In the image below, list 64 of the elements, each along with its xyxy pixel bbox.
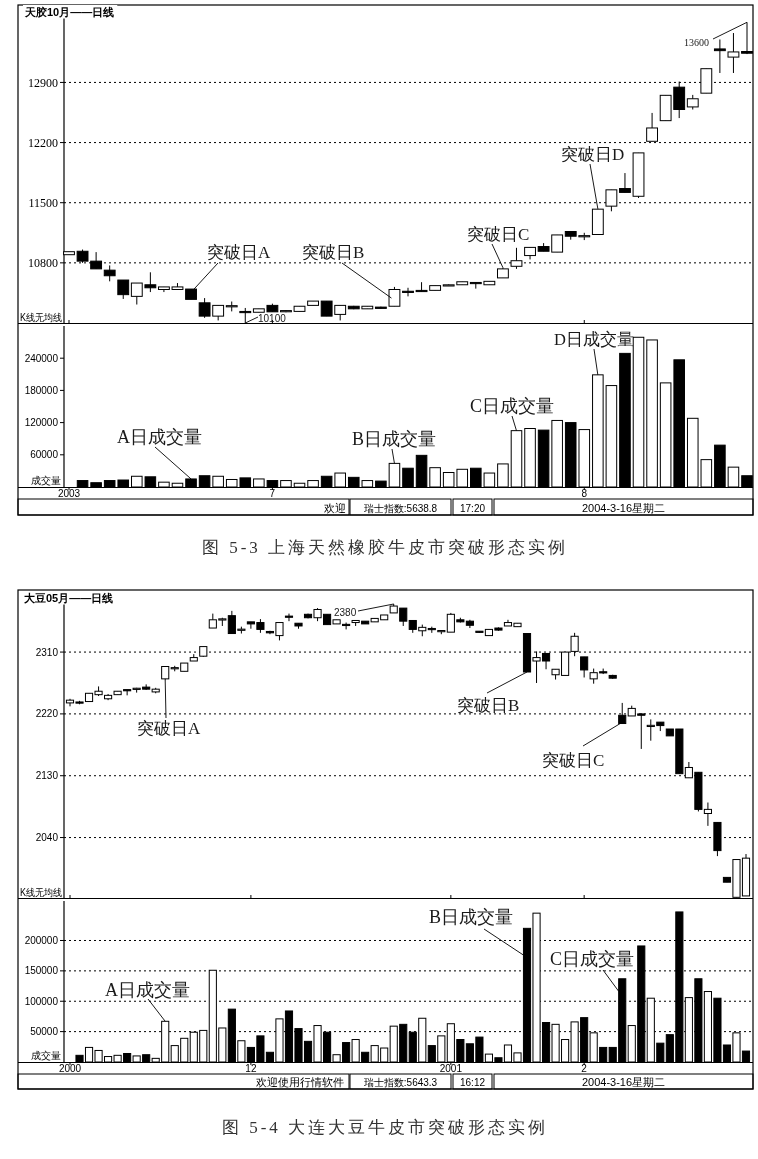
annotation: 突破日D <box>561 145 625 210</box>
annotation: 突破日B <box>302 243 392 299</box>
y-tick-label: 180000 <box>24 384 59 396</box>
x-tick-label: 7 <box>269 488 276 499</box>
annotation: 突破日B <box>302 243 365 262</box>
annotation: A日成交量 <box>105 980 190 1000</box>
y-tick-label: 100000 <box>24 995 59 1007</box>
y-axis-title: 成交量 <box>31 1050 61 1061</box>
annotation: B日成交量 <box>352 429 436 464</box>
y-tick-label: 120000 <box>24 417 59 429</box>
annotation: 突破日A <box>207 243 271 262</box>
annotation: 13600 <box>684 37 709 48</box>
annotation: 图 5-3 上海天然橡胶牛皮市突破形态实例 <box>201 538 569 557</box>
y-tick-label: 200000 <box>24 934 59 946</box>
annotation: 突破日A <box>137 680 201 738</box>
x-tick-label: 2003 <box>57 488 81 499</box>
annotation: A日成交量 <box>117 427 202 447</box>
y-tick-label: 12200 <box>28 135 58 150</box>
annotation: C日成交量 <box>470 396 554 432</box>
annotation: A日成交量 <box>117 427 202 480</box>
y-tick-label: 2130 <box>35 770 59 782</box>
y-axis-title: 成交量 <box>31 475 61 486</box>
x-tick-label: 2000 <box>58 1063 82 1074</box>
y-tick-label: 2310 <box>35 646 59 658</box>
y-tick-label: 60000 <box>30 449 59 461</box>
annotation: 2380 <box>334 607 357 618</box>
x-tick-label: 12 <box>245 1063 257 1074</box>
annotation: 16:12 <box>452 1073 493 1090</box>
y-tick-label: 150000 <box>24 965 59 977</box>
x-tick-label: 2001 <box>439 1063 463 1074</box>
annotation: 突破日C <box>542 751 605 770</box>
annotation: 突破日D <box>561 145 625 164</box>
annotation: 2004-3-16星期二 <box>493 1073 754 1090</box>
x-tick-label: 8 <box>581 488 588 499</box>
chart-title: 大豆05月——日线 <box>24 592 114 604</box>
annotation: 瑞士指数:5638.8 <box>349 498 452 516</box>
annotation: 2004-3-16星期二 <box>493 498 754 516</box>
annotation: C日成交量 <box>470 396 555 416</box>
annotation: 突破日C <box>467 225 530 244</box>
y-tick-label: 10800 <box>28 256 58 271</box>
y-axis-title: K线无均线 <box>20 887 67 898</box>
y-axis-title: K线无均线 <box>20 312 67 323</box>
annotation: B日成交量 <box>429 907 513 927</box>
annotation: 图 5-4 大连大豆牛皮市突破形态实例 <box>221 1118 549 1137</box>
y-tick-label: 50000 <box>30 1026 59 1038</box>
annotation: 欢迎 <box>17 498 350 516</box>
annotation: 10100 <box>258 313 286 324</box>
annotation: B日成交量 <box>352 429 437 449</box>
y-tick-label: 11500 <box>28 195 58 210</box>
annotation: 突破日A <box>137 719 201 738</box>
annotation: 瑞士指数:5643.3 <box>349 1073 452 1090</box>
annotation: 17:20 <box>452 498 493 516</box>
annotation: 突破日C <box>467 225 530 269</box>
x-tick-label: 2 <box>581 1063 588 1074</box>
annotation: C日成交量 <box>550 949 634 969</box>
y-tick-label: 12900 <box>28 75 58 90</box>
chart-title: 天胶10月——日线 <box>24 6 115 18</box>
annotation: D日成交量 <box>554 330 634 376</box>
y-tick-label: 240000 <box>24 352 59 364</box>
y-tick-label: 2040 <box>35 832 59 844</box>
annotation: 欢迎使用行情软件 <box>17 1073 350 1090</box>
annotation: D日成交量 <box>554 330 634 349</box>
annotation: 突破日B <box>457 696 520 715</box>
y-tick-label: 2220 <box>35 708 59 720</box>
